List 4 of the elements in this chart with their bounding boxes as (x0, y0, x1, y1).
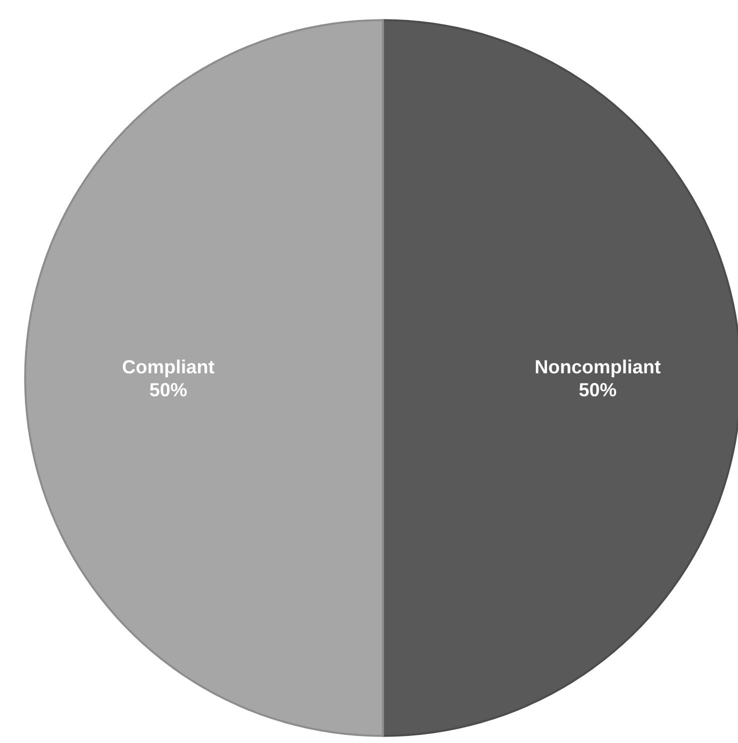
data-label: 50% (150, 383, 187, 396)
slice-label: Compliant (122, 360, 214, 378)
data-label: 50% (579, 383, 616, 396)
slice-label: Noncompliant (536, 360, 661, 378)
